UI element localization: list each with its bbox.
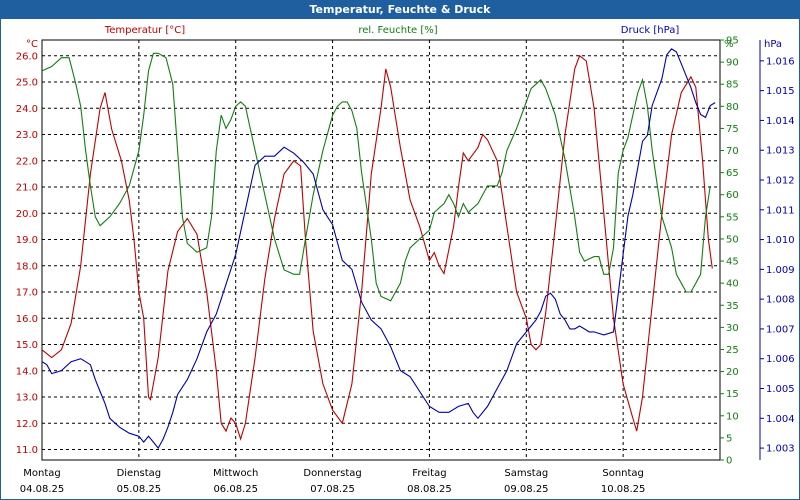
temperature-tick-label: 21.0 bbox=[16, 183, 38, 194]
pressure-tick-label: 1.005 bbox=[766, 384, 795, 395]
x-label-day: Sonntag bbox=[602, 468, 644, 479]
pressure-tick-label: 1.011 bbox=[766, 205, 795, 216]
temperature-tick-label: 18.0 bbox=[16, 261, 38, 272]
pressure-tick-label: 1.014 bbox=[766, 116, 795, 127]
pressure-tick-label: 1.013 bbox=[766, 146, 795, 157]
x-label-date: 07.08.25 bbox=[310, 484, 355, 495]
x-label-day: Mittwoch bbox=[213, 468, 258, 479]
x-label-day: Samstag bbox=[504, 468, 548, 479]
humidity-series-line bbox=[41, 52, 711, 302]
temperature-series-line bbox=[41, 54, 713, 441]
humidity-tick-label: 45 bbox=[726, 257, 739, 268]
pressure-tick-label: 1.006 bbox=[766, 354, 795, 365]
temperature-tick-label: 12.0 bbox=[16, 419, 38, 430]
humidity-tick-label: 5 bbox=[726, 433, 732, 444]
x-label-day: Donnerstag bbox=[303, 468, 361, 479]
pressure-tick-label: 1.009 bbox=[766, 265, 795, 276]
x-label-day: Freitag bbox=[412, 468, 446, 479]
humidity-tick-label: 20 bbox=[726, 367, 739, 378]
temperature-tick-label: 14.0 bbox=[16, 366, 38, 377]
series-lines bbox=[41, 48, 716, 450]
pressure-header: Druck [hPa] bbox=[621, 25, 680, 36]
pressure-axis-ticks: 1.016 1.015 1.014 1.013 1.012 1.011 1.010 1.009… bbox=[759, 40, 795, 460]
humidity-tick-label: 40 bbox=[726, 279, 739, 290]
temperature-tick-label: 13.0 bbox=[16, 393, 38, 404]
temperature-axis-ticks: 26.0 25.0 24.0 23.0 22.0 21.0 20.0 19.0 18.0 17.0… bbox=[16, 51, 38, 456]
humidity-tick-label: 0 bbox=[726, 456, 732, 467]
x-label-date: 05.08.25 bbox=[117, 484, 162, 495]
temperature-unit-label: °C bbox=[26, 39, 38, 50]
humidity-tick-label: 65 bbox=[726, 168, 739, 179]
pressure-tick-label: 1.007 bbox=[766, 324, 795, 335]
humidity-tick-label: 90 bbox=[726, 58, 739, 69]
humidity-tick-label: 30 bbox=[726, 323, 739, 334]
humidity-tick-label: 10 bbox=[726, 411, 739, 422]
humidity-tick-label: 80 bbox=[726, 102, 739, 113]
temperature-tick-label: 24.0 bbox=[16, 104, 38, 115]
temperature-tick-label: 22.0 bbox=[16, 156, 38, 167]
x-label-date: 08.08.25 bbox=[407, 484, 452, 495]
window-title: Temperatur, Feuchte & Druck bbox=[0, 0, 800, 19]
plot-border bbox=[41, 39, 721, 461]
grid-lines bbox=[41, 39, 721, 461]
x-label-day: Montag bbox=[23, 468, 60, 479]
temperature-header: Temperatur [°C] bbox=[104, 25, 185, 36]
x-label-date: 10.08.25 bbox=[601, 484, 646, 495]
temperature-tick-label: 20.0 bbox=[16, 209, 38, 220]
pressure-series-line bbox=[41, 48, 716, 450]
humidity-tick-label: 60 bbox=[726, 190, 739, 201]
temperature-tick-label: 26.0 bbox=[16, 51, 38, 62]
pressure-tick-label: 1.016 bbox=[766, 56, 795, 67]
pressure-tick-label: 1.012 bbox=[766, 176, 795, 187]
temperature-tick-label: 11.0 bbox=[16, 445, 38, 456]
humidity-tick-label: 15 bbox=[726, 389, 739, 400]
humidity-header: rel. Feuchte [%] bbox=[358, 25, 437, 36]
temperature-tick-label: 16.0 bbox=[16, 314, 38, 325]
pressure-tick-label: 1.015 bbox=[766, 86, 795, 97]
pressure-tick-label: 1.004 bbox=[766, 414, 795, 425]
temperature-tick-label: 25.0 bbox=[16, 78, 38, 89]
temperature-tick-label: 17.0 bbox=[16, 288, 38, 299]
temperature-tick-label: 23.0 bbox=[16, 130, 38, 141]
x-label-day: Dienstag bbox=[117, 468, 162, 479]
pressure-tick-label: 1.010 bbox=[766, 235, 795, 246]
humidity-tick-label: 75 bbox=[726, 124, 739, 135]
x-label-date: 09.08.25 bbox=[504, 484, 549, 495]
humidity-unit-label: % bbox=[724, 39, 734, 50]
temperature-tick-label: 15.0 bbox=[16, 340, 38, 351]
pressure-unit-label: hPa bbox=[764, 39, 782, 50]
humidity-tick-label: 50 bbox=[726, 234, 739, 245]
humidity-tick-label: 85 bbox=[726, 80, 739, 91]
humidity-tick-label: 70 bbox=[726, 146, 739, 157]
x-axis-labels: Montag 04.08.25 Dienstag 05.08.25 Mittwoch 06… bbox=[20, 468, 646, 495]
x-label-date: 06.08.25 bbox=[213, 484, 258, 495]
humidity-tick-label: 35 bbox=[726, 301, 739, 312]
humidity-tick-label: 55 bbox=[726, 212, 739, 223]
temperature-tick-label: 19.0 bbox=[16, 235, 38, 246]
pressure-tick-label: 1.003 bbox=[766, 444, 795, 455]
humidity-tick-label: 25 bbox=[726, 345, 739, 356]
pressure-tick-label: 1.008 bbox=[766, 295, 795, 306]
x-label-date: 04.08.25 bbox=[20, 484, 65, 495]
humidity-tick-label: 95 bbox=[726, 36, 739, 47]
